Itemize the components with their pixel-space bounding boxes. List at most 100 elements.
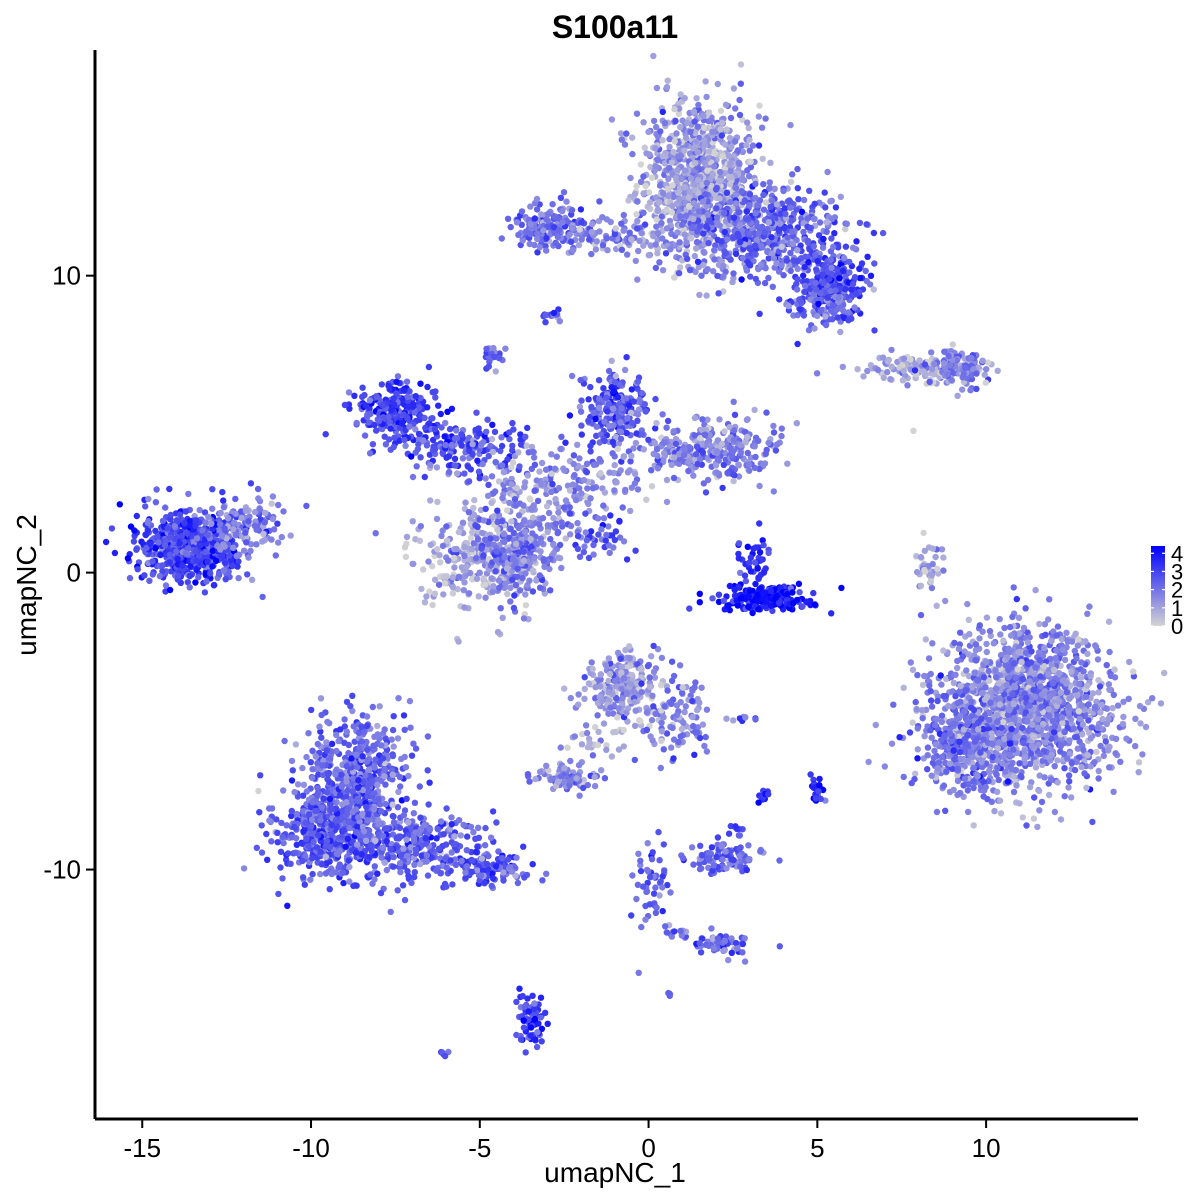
cell-point xyxy=(824,294,831,301)
cell-point xyxy=(403,378,411,385)
cell-point xyxy=(152,527,159,535)
cell-point xyxy=(811,325,818,332)
cell-point xyxy=(202,548,209,556)
cell-point xyxy=(730,398,737,405)
cell-point xyxy=(681,183,689,191)
cell-point xyxy=(161,542,169,549)
cell-point xyxy=(856,274,864,282)
cell-point xyxy=(560,189,568,196)
cell-point xyxy=(675,153,682,160)
cell-point xyxy=(533,206,541,213)
cell-point xyxy=(596,198,603,205)
cell-point xyxy=(917,582,925,589)
cell-point xyxy=(409,473,417,481)
cell-point xyxy=(702,78,709,85)
cell-point xyxy=(410,403,417,410)
cell-point xyxy=(785,302,792,310)
cell-point xyxy=(724,602,731,609)
cell-point xyxy=(645,189,653,196)
cell-point xyxy=(431,446,439,453)
cell-point xyxy=(126,574,134,582)
cell-point xyxy=(832,287,839,294)
cell-point xyxy=(701,159,708,167)
cell-point xyxy=(192,548,199,555)
cell-point xyxy=(653,216,660,223)
cell-point xyxy=(603,235,610,242)
cell-point xyxy=(794,276,801,283)
cell-point xyxy=(628,419,636,427)
cell-point xyxy=(739,254,747,262)
cell-point xyxy=(718,119,726,127)
cell-point xyxy=(545,509,553,517)
cell-point xyxy=(681,189,689,196)
cell-point xyxy=(588,403,595,411)
cell-point xyxy=(494,628,502,636)
cell-point xyxy=(596,455,603,463)
cell-point xyxy=(641,221,649,228)
cell-point xyxy=(498,442,506,450)
cell-point xyxy=(734,147,742,154)
cell-point xyxy=(552,495,559,503)
cell-point xyxy=(839,307,847,314)
cell-point xyxy=(421,414,428,422)
cell-point xyxy=(757,261,765,268)
cell-point xyxy=(983,366,990,373)
cell-point xyxy=(702,191,709,198)
cell-point xyxy=(155,539,162,546)
cell-point xyxy=(259,538,266,545)
cell-point xyxy=(102,538,110,546)
cell-point xyxy=(387,446,394,453)
cell-point xyxy=(721,428,728,435)
cell-point xyxy=(386,419,393,426)
cell-point xyxy=(482,475,489,482)
cell-point xyxy=(504,590,511,598)
cell-point xyxy=(755,113,762,120)
cell-point xyxy=(696,599,703,606)
cell-point xyxy=(845,317,852,324)
cell-point xyxy=(778,262,785,269)
cell-point xyxy=(390,395,397,402)
cell-point xyxy=(247,547,254,555)
cell-point xyxy=(735,462,742,469)
cell-point xyxy=(627,507,634,515)
cell-point xyxy=(907,356,914,363)
cell-point xyxy=(574,441,581,448)
cell-point xyxy=(387,425,394,432)
cell-point xyxy=(230,544,237,551)
cell-point xyxy=(704,476,712,484)
cell-point xyxy=(737,61,745,68)
cell-point xyxy=(550,514,557,522)
cell-point xyxy=(558,433,565,440)
cell-point xyxy=(488,435,496,443)
cell-point xyxy=(201,589,209,596)
cell-point xyxy=(746,147,753,154)
cell-point xyxy=(133,546,140,553)
cell-point xyxy=(911,367,919,374)
cell-point xyxy=(388,407,395,414)
cell-point xyxy=(735,233,742,240)
cell-point xyxy=(616,381,623,388)
cell-point xyxy=(642,408,649,415)
cell-point xyxy=(657,128,664,135)
cell-point xyxy=(805,258,812,266)
cell-point xyxy=(926,378,933,386)
cell-point xyxy=(851,304,858,311)
cell-point xyxy=(434,545,441,553)
cell-point xyxy=(620,538,628,545)
cell-point xyxy=(829,302,837,309)
cell-point xyxy=(409,518,416,525)
cell-point xyxy=(438,532,445,540)
cell-point xyxy=(245,518,252,525)
cell-point xyxy=(654,230,662,237)
cell-point xyxy=(827,270,834,278)
cell-point xyxy=(727,159,734,167)
cell-point xyxy=(652,163,659,170)
cell-point xyxy=(521,517,528,525)
cell-point xyxy=(495,354,503,362)
cell-point xyxy=(1054,757,1061,764)
cell-point xyxy=(695,208,702,215)
cell-point xyxy=(365,419,373,426)
cell-point xyxy=(800,228,807,236)
cell-point xyxy=(745,173,753,180)
